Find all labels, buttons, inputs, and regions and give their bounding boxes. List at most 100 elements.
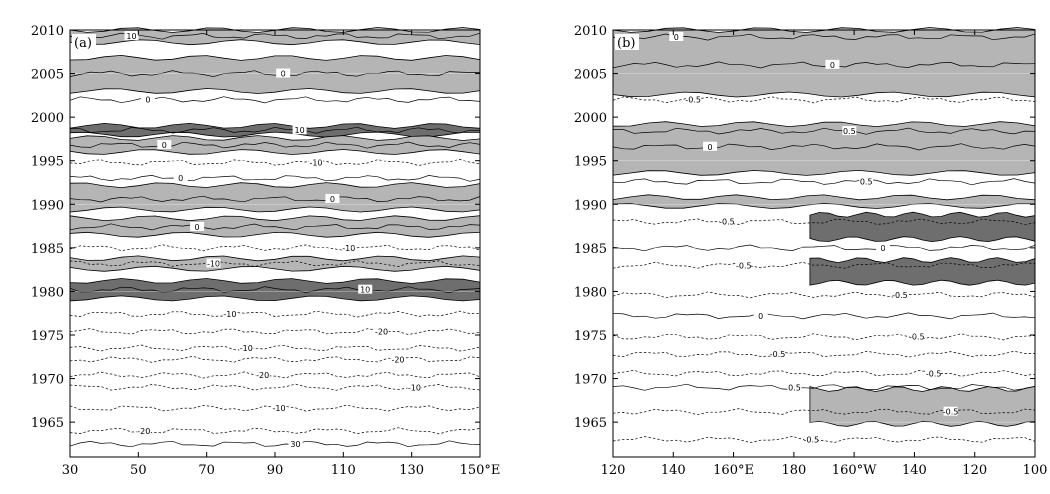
contour-label-4: 0 xyxy=(162,141,167,150)
contour-line-8 xyxy=(69,223,481,231)
x-tick-label-2: 160°E xyxy=(713,463,754,478)
contour-line-11 xyxy=(69,286,481,294)
contour-line-13 xyxy=(69,328,481,335)
y-tick-label-8: 2005 xyxy=(574,68,607,83)
contour-label-bg-15 xyxy=(391,354,405,364)
y-tick-label-7: 2000 xyxy=(31,111,64,126)
contour-label-10: -10 xyxy=(207,260,220,269)
contour-line-10 xyxy=(612,312,1036,320)
contour-label-5: 0.5 xyxy=(860,178,873,187)
contour-label-bg-1 xyxy=(276,68,291,78)
x-tick-label-0: 30 xyxy=(62,463,79,478)
contour-label-bg-13 xyxy=(926,368,941,378)
contour-line-15 xyxy=(69,355,481,363)
contour-label-7: 0 xyxy=(330,195,335,204)
shaded-region-5 xyxy=(809,386,1036,427)
shaded-region-2 xyxy=(69,122,481,138)
y-tick-label-0: 1965 xyxy=(574,416,607,431)
contour-line-6 xyxy=(612,218,1036,226)
contour-label-16: -0.5 xyxy=(804,436,820,445)
contour-line-7 xyxy=(612,244,1036,252)
contour-line-2 xyxy=(612,96,1036,104)
contour-line-5 xyxy=(612,178,1036,186)
contour-line-3 xyxy=(69,126,481,134)
contour-label-11: -0.5 xyxy=(909,333,925,342)
y-tick-label-4: 1985 xyxy=(31,242,64,257)
contour-label-bg-7 xyxy=(876,242,891,252)
x-tick-label-5: 140 xyxy=(902,463,927,478)
contour-label-0: 10 xyxy=(126,32,136,41)
contour-line-9 xyxy=(612,291,1036,299)
contour-label-6: -0.5 xyxy=(719,218,735,227)
contour-line-14 xyxy=(69,344,481,352)
y-tick-label-1: 1970 xyxy=(31,373,64,388)
contour-label-bg-6 xyxy=(173,173,188,183)
contour-label-bg-6 xyxy=(719,216,734,226)
contour-label-bg-9 xyxy=(341,242,356,252)
y-tick-label-8: 2005 xyxy=(31,68,64,83)
y-tick-label-6: 1995 xyxy=(574,155,607,170)
contour-line-19 xyxy=(69,427,481,435)
contour-label-16: -20 xyxy=(256,371,269,380)
plot-frame xyxy=(612,29,1036,458)
x-tick-label-4: 110 xyxy=(331,463,356,478)
y-tick-label-7: 2000 xyxy=(574,111,607,126)
contour-line-16 xyxy=(612,436,1036,443)
contour-line-0 xyxy=(612,33,1036,41)
plot-frame xyxy=(69,29,481,458)
x-tick-label-6: 150°E xyxy=(460,463,501,478)
contour-label-bg-19 xyxy=(136,425,151,435)
contour-line-15 xyxy=(612,408,1036,416)
contour-label-19: -20 xyxy=(137,427,150,436)
contour-line-1 xyxy=(69,70,481,78)
y-tick-label-2: 1975 xyxy=(574,329,607,344)
x-tick-label-3: 90 xyxy=(267,463,284,478)
contour-line-13 xyxy=(612,369,1036,377)
contour-label-20: 30 xyxy=(290,440,300,449)
y-tick-label-5: 1990 xyxy=(31,198,64,213)
shaded-region-7 xyxy=(69,278,481,302)
contour-line-11 xyxy=(612,333,1036,341)
contour-label-0: 0 xyxy=(674,33,679,42)
contour-label-bg-5 xyxy=(859,176,874,186)
contour-label-bg-3 xyxy=(292,125,307,135)
contour-label-13: -20 xyxy=(375,328,388,337)
contour-label-bg-8 xyxy=(190,221,205,231)
contour-label-bg-15 xyxy=(943,406,958,416)
contour-label-12: -10 xyxy=(223,310,236,319)
contour-line-12 xyxy=(69,310,481,318)
y-tick-label-3: 1980 xyxy=(31,285,64,300)
contour-label-1: 0 xyxy=(281,70,286,79)
contour-label-bg-12 xyxy=(770,349,785,359)
contour-label-bg-2 xyxy=(140,94,155,104)
contour-label-bg-17 xyxy=(407,382,422,392)
contour-line-8 xyxy=(612,261,1036,269)
contour-label-5: -10 xyxy=(309,158,322,167)
contour-label-bg-0 xyxy=(669,31,684,41)
contour-label-bg-18 xyxy=(272,403,287,413)
contour-line-3 xyxy=(612,127,1036,135)
contour-label-2: 0 xyxy=(145,96,150,105)
contour-line-9 xyxy=(69,244,481,252)
contour-label-bg-14 xyxy=(787,382,802,392)
x-tick-label-1: 50 xyxy=(130,463,147,478)
contour-label-bg-4 xyxy=(703,141,718,151)
x-tick-label-3: 180 xyxy=(781,463,806,478)
shaded-region-2 xyxy=(612,194,1036,209)
contour-label-14: 0.5 xyxy=(788,383,801,392)
x-tick-label-0: 120 xyxy=(601,463,626,478)
contour-line-4 xyxy=(69,141,481,149)
contour-label-bg-5 xyxy=(309,157,323,167)
contour-label-9: -0.5 xyxy=(892,291,908,300)
contour-label-bg-10 xyxy=(206,258,221,268)
contour-line-14 xyxy=(612,383,1036,391)
contour-label-bg-16 xyxy=(255,370,270,380)
panel-tag: (a) xyxy=(74,36,92,51)
y-tick-label-1: 1970 xyxy=(574,373,607,388)
contour-label-13: -0.5 xyxy=(926,369,942,378)
contour-line-7 xyxy=(69,195,481,203)
contour-label-bg-13 xyxy=(374,326,389,336)
contour-line-10 xyxy=(69,260,481,267)
contour-line-16 xyxy=(69,371,481,379)
